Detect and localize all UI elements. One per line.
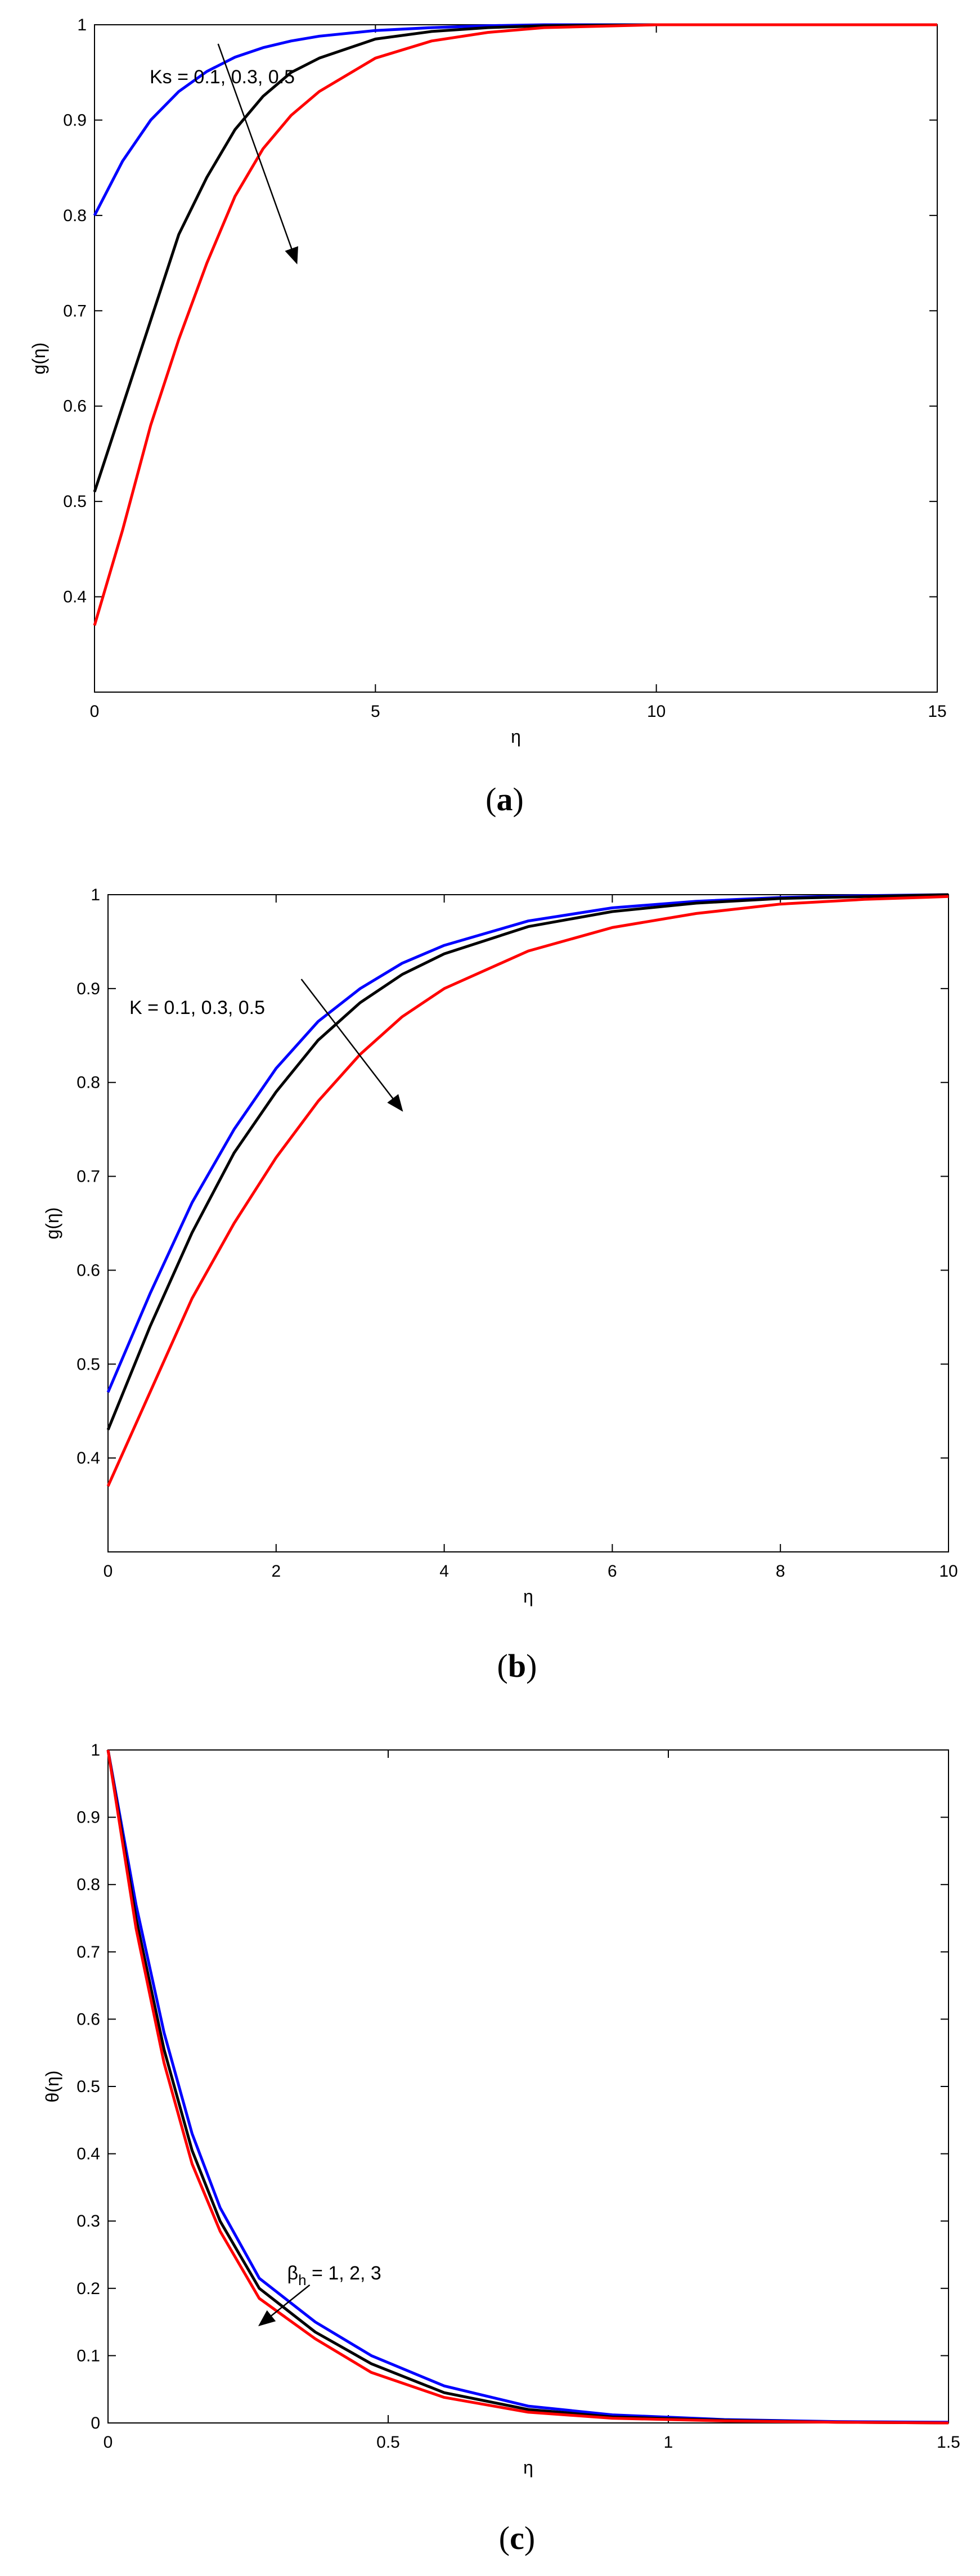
y-tick-label: 0.4: [77, 1449, 100, 1467]
x-tick-label: 15: [928, 702, 946, 721]
caption-close: ): [524, 2520, 535, 2556]
annotation-label: βh = 1, 2, 3: [287, 2263, 381, 2288]
y-axis-label: θ(η): [42, 2071, 62, 2103]
series-line-1: [106, 893, 949, 1393]
y-tick-label: 0.3: [77, 2212, 100, 2231]
y-tick-label: 1: [91, 886, 100, 904]
caption-letter: a: [497, 781, 513, 818]
x-tick-label: 10: [647, 702, 666, 721]
y-tick-label: 0.9: [63, 111, 87, 129]
annotation-label: Ks = 0.1, 0.3, 0.5: [150, 66, 295, 88]
x-tick-label: 4: [439, 1562, 449, 1581]
panel-caption: (b): [497, 1648, 537, 1684]
x-axis-label: η: [523, 1586, 533, 1606]
y-tick-label: 0.2: [77, 2279, 100, 2298]
chart-panel-a: 0 5 10 15 0.4 0.5 0.6 0.7 0.8 0.9 1 η g(η) Ks = 0.1, …: [29, 16, 947, 818]
series-line-3: [93, 23, 937, 626]
y-tick-label: 0.6: [63, 397, 87, 416]
y-tick-label: 0.4: [77, 2145, 100, 2164]
caption-open: (: [497, 1648, 508, 1684]
y-tick-label: 0: [91, 2414, 100, 2433]
y-tick-label: 0.8: [63, 207, 87, 225]
annotation-values: = 1, 2, 3: [307, 2263, 381, 2284]
y-tick-label: 0.5: [77, 1355, 100, 1374]
y-tick-label: 1: [77, 16, 87, 34]
caption-letter: c: [510, 2520, 524, 2556]
caption-open: (: [485, 781, 496, 818]
x-tick-label: 10: [939, 1562, 957, 1581]
x-tick-label: 8: [776, 1562, 785, 1581]
caption-close: ): [513, 781, 524, 818]
annotation-label: K = 0.1, 0.3, 0.5: [129, 997, 265, 1018]
y-axis-label: g(η): [29, 343, 49, 375]
y-tick-label: 0.7: [77, 1943, 100, 1962]
x-tick-label: 2: [271, 1562, 281, 1581]
y-axis-label: g(η): [42, 1208, 62, 1240]
chart-panel-b: 0 2 4 6 8 10 0.4 0.5 0.6 0.7 0.8 0.9 1 η g(η) K = 0.1, …: [42, 886, 958, 1684]
series-line-1: [106, 1749, 949, 2424]
caption-letter: b: [508, 1648, 526, 1684]
chart-panel-c: 0 0.5 1 1.5 0 0.1 0.2 0.3 0.4 0.5 0.6 0.7 0.8 0.9 1 η θ(…: [42, 1741, 960, 2556]
series-line-2: [106, 1749, 949, 2425]
plot-frame: [107, 1749, 949, 2424]
y-tick-label: 0.4: [63, 588, 87, 607]
plot-frame: [94, 24, 938, 693]
annotation-arrow: [300, 979, 403, 1112]
y-tick-label: 0.8: [77, 1074, 100, 1092]
x-tick-label: 0.5: [376, 2433, 400, 2452]
annotation-arrow: [217, 43, 298, 264]
x-tick-label: 0: [104, 2433, 113, 2452]
y-tick-label: 0.5: [77, 2077, 100, 2096]
panel-caption: (a): [485, 781, 524, 818]
x-tick-label: 0: [90, 702, 100, 721]
y-tick-label: 0.7: [63, 302, 87, 320]
x-tick-label: 6: [608, 1562, 617, 1581]
annotation-subscript: h: [298, 2272, 306, 2288]
caption-open: (: [499, 2520, 510, 2556]
series-line-3: [106, 1749, 949, 2425]
y-tick-label: 0.6: [77, 1261, 100, 1280]
annotation-symbol: β: [287, 2263, 299, 2284]
y-tick-label: 0.6: [77, 2010, 100, 2029]
y-tick-label: 0.9: [77, 980, 100, 998]
x-tick-label: 5: [371, 702, 380, 721]
y-tick-label: 0.7: [77, 1168, 100, 1186]
series-line-3: [106, 895, 949, 1487]
x-tick-label: 0: [104, 1562, 113, 1581]
panel-caption: (c): [499, 2520, 535, 2556]
series-line-2: [93, 23, 937, 492]
annotation-arrow: [258, 2284, 311, 2327]
x-tick-label: 1: [664, 2433, 673, 2452]
caption-close: ): [526, 1648, 537, 1684]
y-tick-label: 1: [91, 1741, 100, 1760]
y-tick-label: 0.9: [77, 1808, 100, 1827]
y-tick-label: 0.8: [77, 1875, 100, 1894]
plot-frame: [107, 894, 949, 1552]
x-axis-label: η: [523, 2457, 533, 2478]
series-line-2: [106, 893, 949, 1431]
x-axis-label: η: [511, 726, 521, 747]
y-tick-label: 0.1: [77, 2346, 100, 2365]
y-tick-label: 0.5: [63, 492, 87, 511]
x-tick-label: 1.5: [937, 2433, 960, 2452]
